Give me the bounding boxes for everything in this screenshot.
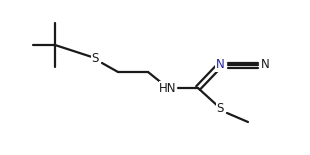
Text: S: S [91, 51, 99, 64]
Text: HN: HN [159, 82, 177, 95]
Text: S: S [216, 102, 224, 115]
Text: N: N [216, 58, 224, 71]
Text: N: N [261, 58, 269, 71]
